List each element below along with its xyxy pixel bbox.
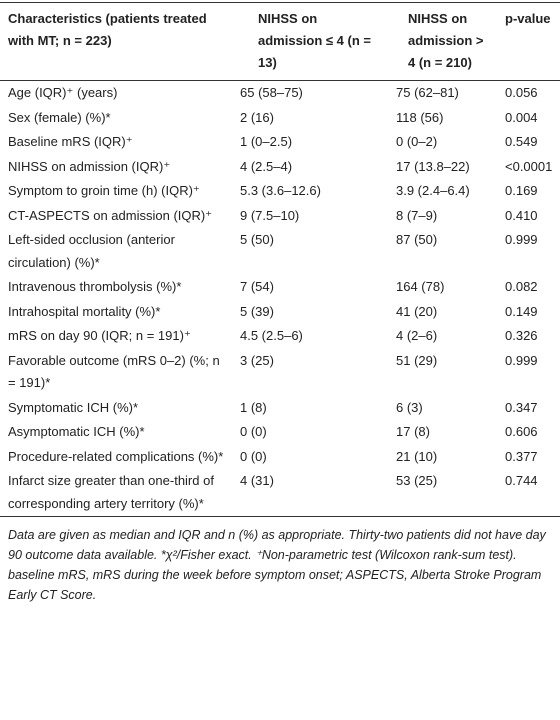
table-cell: 3 (25) bbox=[240, 352, 274, 368]
table-cell: 0.056 bbox=[505, 85, 538, 100]
row-label: mRS on day 90 (IQR; n = 191)⁺ bbox=[8, 328, 191, 343]
header-cell: NIHSS on admission ≤ 4 (n = 13) bbox=[232, 2, 388, 81]
table-cell: 0 (0) bbox=[240, 424, 267, 439]
table-cell: 0.410 bbox=[505, 207, 538, 223]
table-cell: 164 (78) bbox=[396, 279, 445, 294]
table-cell: 0.004 bbox=[505, 109, 538, 125]
table-row: Favorable outcome (mRS 0–2) (%; n = 191)… bbox=[0, 349, 560, 396]
row-label: Infarct size greater than one-third of c… bbox=[8, 473, 214, 511]
table-cell: 0.999 bbox=[505, 232, 538, 247]
table-cell: 5 (50) bbox=[240, 232, 274, 247]
table-cell: 4 (31) bbox=[240, 473, 274, 488]
table-cell: 1 (8) bbox=[240, 399, 267, 415]
row-label: NIHSS on admission (IQR)⁺ bbox=[8, 158, 171, 174]
row-label: Intrahospital mortality (%)* bbox=[8, 303, 161, 319]
row-label: Left-sided occlusion (anterior circulati… bbox=[8, 232, 175, 270]
table-row: mRS on day 90 (IQR; n = 191)⁺ 4.5 (2.5–6)… bbox=[0, 324, 560, 349]
table-cell: 17 (13.8–22) bbox=[396, 158, 470, 174]
table-cell: 0.326 bbox=[505, 328, 538, 343]
table-cell: 65 (58–75) bbox=[240, 85, 303, 100]
footnote: Data are given as median and IQR and n (… bbox=[8, 528, 546, 602]
table-cell: 21 (10) bbox=[396, 448, 438, 464]
table-cell: 0 (0–2) bbox=[396, 134, 438, 149]
table-row: Symptomatic ICH (%)* 1 (8) 6 (3) 0.347 bbox=[0, 396, 560, 421]
row-label: Procedure-related complications (%)* bbox=[8, 448, 224, 464]
table-cell: 4 (2–6) bbox=[396, 328, 438, 343]
row-label: Age (IQR)⁺ (years) bbox=[8, 85, 118, 100]
table-cell: 6 (3) bbox=[396, 399, 423, 415]
row-label: Symptom to groin time (h) (IQR)⁺ bbox=[8, 183, 200, 198]
table-cell: 1 (0–2.5) bbox=[240, 134, 293, 149]
header-cell: Characteristics (patients treated with M… bbox=[0, 2, 232, 81]
table-cell: 9 (7.5–10) bbox=[240, 207, 300, 223]
table-cell: 75 (62–81) bbox=[396, 85, 459, 100]
row-label: CT-ASPECTS on admission (IQR)⁺ bbox=[8, 207, 213, 223]
table-row: Sex (female) (%)* 2 (16) 118 (56) 0.004 bbox=[0, 106, 560, 131]
table-cell: 8 (7–9) bbox=[396, 207, 438, 223]
table-cell: 41 (20) bbox=[396, 303, 438, 319]
table-cell: 0.744 bbox=[505, 473, 538, 488]
table-cell: 0.082 bbox=[505, 279, 538, 294]
table-cell: 0.999 bbox=[505, 352, 538, 368]
row-label: Intravenous thrombolysis (%)* bbox=[8, 279, 182, 294]
table-cell: 0 (0) bbox=[240, 448, 267, 464]
table-row: NIHSS on admission (IQR)⁺ 4 (2.5–4) 17 (13… bbox=[0, 155, 560, 180]
table-cell: 0.347 bbox=[505, 399, 538, 415]
table-row: Symptom to groin time (h) (IQR)⁺ 5.3 (3.6… bbox=[0, 179, 560, 204]
table-row: Intrahospital mortality (%)* 5 (39) 41 (20… bbox=[0, 300, 560, 325]
table-row: Procedure-related complications (%)* 0 (0… bbox=[0, 445, 560, 470]
table-row: CT-ASPECTS on admission (IQR)⁺ 9 (7.5–10)… bbox=[0, 204, 560, 229]
table-cell: 0.377 bbox=[505, 448, 538, 464]
table-body: Age (IQR)⁺ (years) 65 (58–75) 75 (62–81) 0.… bbox=[0, 81, 560, 517]
row-label: Symptomatic ICH (%)* bbox=[8, 399, 139, 415]
table-cell: <0.0001 bbox=[505, 158, 553, 174]
table-cell: 0.606 bbox=[505, 424, 538, 439]
table-cell: 17 (8) bbox=[396, 424, 430, 439]
table-cell: 4 (2.5–4) bbox=[240, 158, 293, 174]
table-row: Age (IQR)⁺ (years) 65 (58–75) 75 (62–81) 0.… bbox=[0, 81, 560, 106]
header-cell: NIHSS on admission > 4 (n = 210) bbox=[388, 2, 497, 81]
header-cell: p-value bbox=[497, 2, 560, 81]
table-cell: 0.549 bbox=[505, 134, 538, 149]
row-label: Favorable outcome (mRS 0–2) (%; n = 191)… bbox=[8, 352, 220, 391]
row-label: Asymptomatic ICH (%)* bbox=[8, 424, 145, 439]
table-cell: 4.5 (2.5–6) bbox=[240, 328, 303, 343]
table-cell: 87 (50) bbox=[396, 232, 438, 247]
row-label: Baseline mRS (IQR)⁺ bbox=[8, 134, 133, 149]
table-row: Intravenous thrombolysis (%)* 7 (54) 164 (… bbox=[0, 275, 560, 300]
table-row: Left-sided occlusion (anterior circulati… bbox=[0, 228, 560, 275]
table-row: Infarct size greater than one-third of c… bbox=[0, 469, 560, 517]
table-cell: 2 (16) bbox=[240, 109, 274, 125]
header-row: Characteristics (patients treated with M… bbox=[0, 2, 560, 81]
data-table: Characteristics (patients treated with M… bbox=[0, 2, 560, 517]
table-cell: 5.3 (3.6–12.6) bbox=[240, 183, 321, 198]
table-cell: 51 (29) bbox=[396, 352, 438, 368]
table-cell: 7 (54) bbox=[240, 279, 274, 294]
table-cell: 5 (39) bbox=[240, 303, 274, 319]
table-row: Asymptomatic ICH (%)* 0 (0) 17 (8) 0.606 bbox=[0, 420, 560, 445]
table-cell: 53 (25) bbox=[396, 473, 438, 488]
table-cell: 118 (56) bbox=[396, 109, 444, 125]
table-cell: 0.169 bbox=[505, 183, 538, 198]
table-cell: 3.9 (2.4–6.4) bbox=[396, 183, 470, 198]
table-cell: 0.149 bbox=[505, 303, 538, 319]
row-label: Sex (female) (%)* bbox=[8, 109, 111, 125]
table-row: Baseline mRS (IQR)⁺ 1 (0–2.5) 0 (0–2) 0.549 bbox=[0, 130, 560, 155]
